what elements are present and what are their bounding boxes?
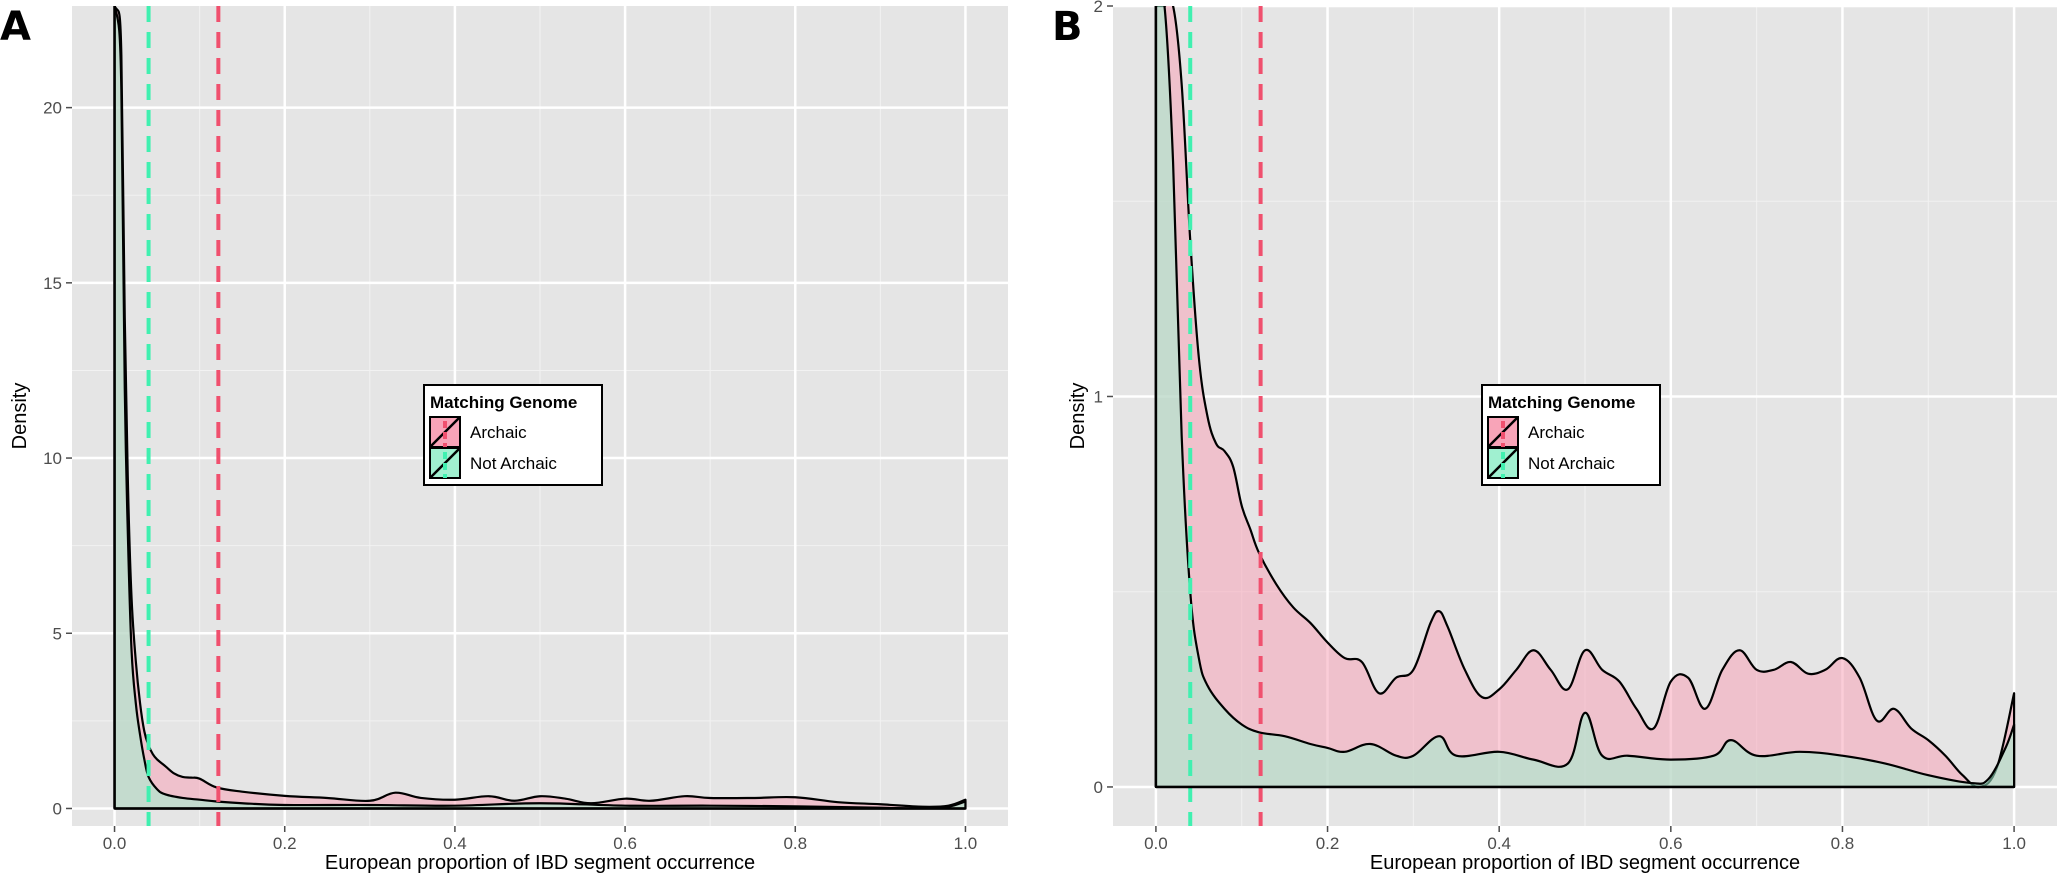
- panel-label: B: [1052, 4, 1083, 50]
- legend: Matching Genome Archaic Not Archaic: [1481, 384, 1661, 486]
- legend-entry-label: Not Archaic: [470, 454, 557, 473]
- y-tick-label: 5: [53, 624, 62, 643]
- density-area-not-archaic: [1154, 6, 2016, 789]
- y-tick-label: 20: [43, 99, 62, 118]
- x-tick-label: 1.0: [954, 834, 978, 853]
- y-tick-label: 2: [1094, 0, 1103, 16]
- x-tick-label: 1.0: [2002, 834, 2026, 853]
- density-area-not-archaic: [113, 6, 967, 810]
- legend-title: Matching Genome: [1488, 393, 1635, 412]
- legend-entry-label: Archaic: [1528, 423, 1585, 442]
- density-area-archaic: [1154, 6, 2016, 789]
- x-tick-label: 0.0: [1144, 834, 1168, 853]
- x-tick-label: 0.8: [1831, 834, 1855, 853]
- x-axis-title: European proportion of IBD segment occur…: [325, 852, 755, 874]
- legend: Matching Genome Archaic Not Archaic: [423, 384, 603, 486]
- density-areas: [1154, 6, 2016, 789]
- x-tick-label: 0.0: [103, 834, 127, 853]
- y-tick-label: 10: [43, 449, 62, 468]
- x-tick-label: 0.2: [273, 834, 297, 853]
- x-axis-title: European proportion of IBD segment occur…: [1370, 852, 1800, 874]
- x-tick-label: 0.4: [1487, 834, 1511, 853]
- axes: 0.0 0.2 0.4 0.6 0.8 1.0 0 1 2: [1094, 0, 2026, 853]
- panel-b: 0.0 0.2 0.4 0.6 0.8 1.0 0 1 2 European proportion…: [1052, 0, 2057, 874]
- density-areas: [113, 6, 967, 810]
- density-area-archaic: [113, 6, 967, 810]
- y-tick-label: 0: [53, 799, 62, 818]
- y-axis-title: Density: [1067, 383, 1089, 450]
- x-tick-label: 0.4: [443, 834, 467, 853]
- y-axis-title: Density: [9, 383, 31, 450]
- x-tick-label: 0.8: [783, 834, 807, 853]
- legend-title: Matching Genome: [430, 393, 577, 412]
- legend-entry-label: Not Archaic: [1528, 454, 1615, 473]
- y-tick-label: 0: [1094, 778, 1103, 797]
- y-tick-label: 1: [1094, 387, 1103, 406]
- axes: 0.0 0.2 0.4 0.6 0.8 1.0 0 5 10 15 20: [43, 99, 977, 853]
- y-tick-label: 15: [43, 274, 62, 293]
- x-tick-label: 0.2: [1316, 834, 1340, 853]
- legend-entry-label: Archaic: [470, 423, 527, 442]
- x-tick-label: 0.6: [1659, 834, 1683, 853]
- panel-a: 0.0 0.2 0.4 0.6 0.8 1.0 0 5 10 15 20 European propo…: [0, 4, 1008, 874]
- x-tick-label: 0.6: [613, 834, 637, 853]
- panel-label: A: [0, 4, 31, 50]
